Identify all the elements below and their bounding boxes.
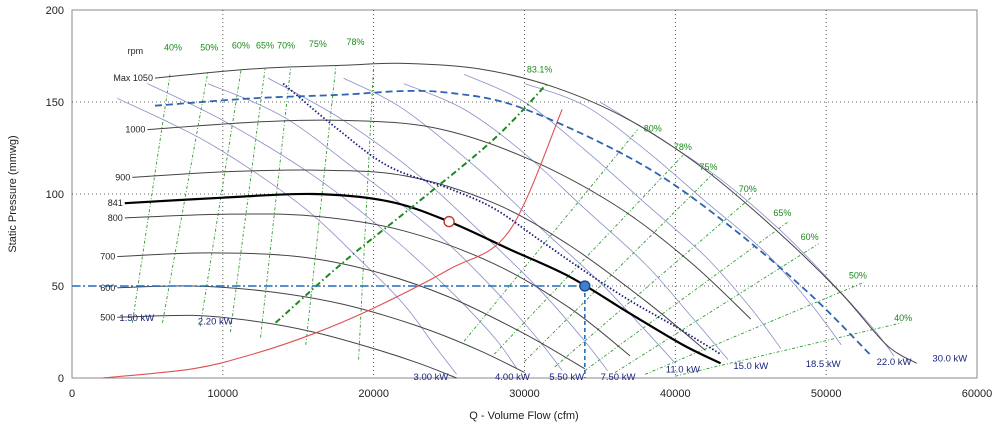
power-line xyxy=(403,83,729,360)
power-line xyxy=(147,83,518,370)
efficiency-line xyxy=(131,74,171,323)
rpm-label: 500 xyxy=(100,312,115,322)
power-label: 18.5 kW xyxy=(806,359,841,370)
power-line xyxy=(524,83,842,346)
rpm-label: 1000 xyxy=(125,125,145,135)
efficiency-label: 75% xyxy=(700,162,718,172)
efficiency-label: 60% xyxy=(801,232,819,242)
efficiency-label: 78% xyxy=(674,142,692,152)
limit-curve xyxy=(282,82,722,355)
x-tick-label: 50000 xyxy=(811,388,842,400)
x-axis-title: Q - Volume Flow (cfm) xyxy=(469,410,578,422)
power-label: 2.20 kW xyxy=(198,317,233,328)
efficiency-label: 60% xyxy=(232,41,250,51)
efficiency-line xyxy=(614,243,819,373)
efficiency-label: 70% xyxy=(739,184,757,194)
efficiency-line xyxy=(463,129,638,342)
efficiency-line xyxy=(675,322,902,377)
rpm-label: 700 xyxy=(100,252,115,262)
efficiency-label: 83.1% xyxy=(527,65,553,75)
power-line xyxy=(464,74,782,349)
y-tick-label: 200 xyxy=(46,5,64,17)
efficiency-label: 75% xyxy=(309,39,327,49)
efficiency-label: 78% xyxy=(347,37,365,47)
efficiency-label: 40% xyxy=(164,42,182,52)
x-tick-label: 20000 xyxy=(358,388,389,400)
rpm-curve-800 xyxy=(124,213,631,357)
efficiency-label: 65% xyxy=(773,208,791,218)
y-axis-title: Static Pressure (mmwg) xyxy=(7,135,19,252)
y-tick-label: 0 xyxy=(58,373,64,385)
efficiency-line xyxy=(524,173,714,362)
power-line xyxy=(207,83,563,371)
efficiency-line xyxy=(358,65,375,360)
operating-markers xyxy=(443,215,591,292)
efficiency-line xyxy=(229,68,266,333)
rpm-curve-841 xyxy=(124,192,722,365)
system-curve xyxy=(102,109,563,379)
duty-point-marker xyxy=(579,280,591,292)
overlay-curves xyxy=(72,82,873,379)
y-tick-label: 50 xyxy=(52,281,64,293)
rpm-label: 600 xyxy=(100,283,115,293)
x-tick-label: 40000 xyxy=(660,388,691,400)
efficiency-lines xyxy=(131,65,902,377)
rpm-label: Max 1050 xyxy=(113,73,153,83)
rpm-label: 900 xyxy=(115,172,130,182)
power-label: 30.0 kW xyxy=(932,353,967,364)
power-line xyxy=(117,97,457,375)
rpm-header: rpm xyxy=(128,46,144,56)
efficiency-label: 50% xyxy=(200,42,218,52)
power-label: 1.50 kW xyxy=(119,313,154,324)
efficiency-label: 65% xyxy=(256,41,274,51)
power-label: 15.0 kW xyxy=(733,361,768,372)
curve-labels: 500 600 700 800 841 900 1000 Max 1050 rpm 40% 50% 6… xyxy=(100,37,967,383)
power-label: 22.0 kW xyxy=(877,357,912,368)
efficiency-label: 70% xyxy=(277,41,295,51)
x-tick-label: 30000 xyxy=(509,388,540,400)
power-label: 7.50 kW xyxy=(601,372,636,383)
x-tick-label: 60000 xyxy=(962,388,993,400)
peak-efficiency-line xyxy=(274,82,548,324)
rpm-label: 800 xyxy=(108,213,123,223)
tick-labels: 0 10000 20000 30000 40000 50000 60000 0 50 100 150… xyxy=(46,5,993,400)
x-tick-label: 10000 xyxy=(208,388,239,400)
rpm-curve-700 xyxy=(117,252,586,370)
rpm-curve-1000 xyxy=(147,119,752,320)
efficiency-label: 40% xyxy=(894,313,912,323)
efficiency-line xyxy=(305,65,337,345)
y-tick-label: 150 xyxy=(46,97,64,109)
rpm-curve-900 xyxy=(132,169,706,351)
rpm-label: 841 xyxy=(108,198,123,208)
efficiency-line xyxy=(644,281,865,375)
rpm-curve-600 xyxy=(117,285,525,373)
efficiency-label: 50% xyxy=(849,271,867,281)
efficiency-line xyxy=(260,66,292,338)
rpm-curve-500 xyxy=(117,314,457,379)
rpm-curves xyxy=(117,62,917,379)
efficiency-line xyxy=(554,197,752,368)
max-speed-dashed-curve xyxy=(154,89,873,357)
power-label: 4.00 kW xyxy=(495,372,530,383)
x-tick-label: 0 xyxy=(69,388,75,400)
y-tick-label: 100 xyxy=(46,189,64,201)
power-label: 5.50 kW xyxy=(549,372,584,383)
efficiency-line xyxy=(494,155,684,355)
efficiency-line xyxy=(162,72,209,323)
operating-point-marker xyxy=(443,215,455,228)
rpm-curve-1050 xyxy=(154,62,917,364)
efficiency-label: 80% xyxy=(644,123,662,133)
power-label: 3.00 kW xyxy=(414,372,449,383)
power-label: 11.0 kW xyxy=(666,364,700,375)
